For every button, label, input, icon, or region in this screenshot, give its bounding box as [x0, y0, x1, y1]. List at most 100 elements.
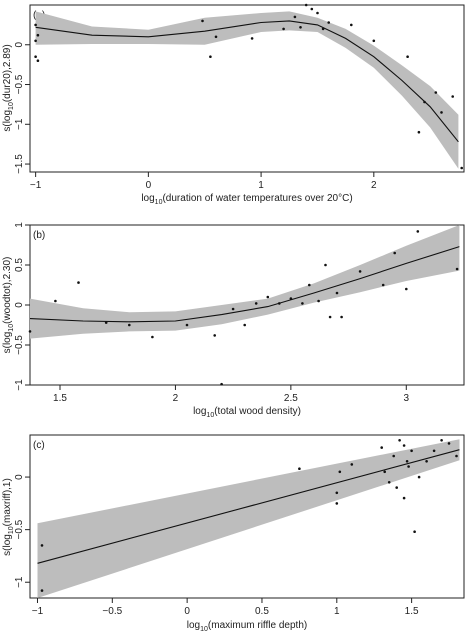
- panel-label: (b): [33, 230, 45, 241]
- data-point: [327, 21, 331, 24]
- y-tick-label: −0.5: [14, 335, 25, 355]
- data-point: [104, 321, 108, 324]
- data-point: [324, 263, 327, 267]
- data-point: [417, 130, 421, 134]
- data-point: [335, 491, 339, 495]
- data-point: [254, 302, 258, 305]
- data-point: [350, 23, 353, 27]
- data-point: [423, 100, 426, 104]
- data-point: [185, 323, 189, 327]
- y-tick-label: 0: [14, 302, 25, 308]
- data-point: [425, 460, 428, 463]
- data-point: [335, 502, 339, 505]
- panel-b: (b) 1.5 2 2.5 3 −1 −0.5 0 0.5 1 log10(total wood…: [2, 222, 465, 419]
- data-point: [407, 465, 410, 468]
- data-point: [405, 460, 409, 463]
- x-axis-label: log10(total wood density): [193, 406, 301, 419]
- data-point: [201, 19, 204, 23]
- data-point: [282, 27, 285, 31]
- data-point: [34, 23, 37, 27]
- fitted-line: [35, 20, 459, 143]
- x-tick-label: −0.5: [102, 606, 122, 617]
- x-tick-label: 0: [184, 606, 190, 617]
- x-tick-label: 1.5: [405, 606, 419, 617]
- data-point: [266, 295, 270, 299]
- x-tick-label: 0.5: [255, 606, 269, 617]
- data-point: [301, 302, 304, 305]
- data-point: [213, 334, 216, 337]
- data-point: [440, 111, 443, 114]
- data-point: [209, 55, 212, 58]
- data-point: [36, 33, 40, 37]
- data-point: [298, 467, 301, 471]
- data-point: [293, 15, 297, 19]
- y-tick-label: −0.5: [14, 74, 25, 94]
- data-point: [410, 449, 413, 453]
- data-point: [328, 315, 332, 319]
- fitted-line: [37, 449, 460, 564]
- data-point: [28, 330, 32, 333]
- y-axis-label: s(log10(dur20),2.89): [2, 44, 15, 131]
- data-point: [417, 475, 421, 479]
- data-point: [402, 496, 406, 500]
- data-point: [434, 91, 438, 94]
- data-point: [447, 442, 451, 445]
- data-point: [128, 323, 131, 327]
- x-tick-label: 1.5: [53, 393, 67, 404]
- data-point: [383, 470, 387, 474]
- confidence-band: [30, 225, 460, 339]
- confidence-band: [37, 439, 460, 598]
- data-point: [34, 55, 37, 58]
- y-axis-label: s(log10(maxriff),1): [2, 478, 15, 556]
- y-tick-label: −1.5: [14, 154, 25, 174]
- data-point: [321, 27, 325, 31]
- x-tick-label: 1: [334, 606, 340, 617]
- data-point: [40, 544, 44, 547]
- data-point: [455, 267, 459, 271]
- data-point: [317, 299, 320, 303]
- data-point: [381, 283, 385, 287]
- data-point: [358, 270, 362, 273]
- y-tick-label: 0: [14, 474, 25, 480]
- y-tick-label: −1: [14, 118, 25, 130]
- x-tick-label: 2.5: [284, 393, 298, 404]
- panel-c: (c) −1 −0.5 0 0.5 1 1.5 −1 −0.5 0 log10(maximum …: [2, 434, 465, 633]
- data-point: [340, 315, 343, 319]
- data-point: [220, 382, 223, 386]
- data-point: [299, 26, 302, 29]
- data-point: [440, 439, 443, 442]
- data-point: [350, 463, 354, 466]
- data-point: [392, 454, 396, 458]
- x-axis-label: log10(maximum riffle depth): [187, 620, 307, 633]
- data-point: [380, 446, 384, 449]
- data-point: [34, 39, 37, 43]
- x-tick-label: 2: [371, 180, 377, 191]
- data-point: [372, 39, 376, 43]
- plot-frame: [29, 434, 465, 599]
- x-tick-label: 0: [146, 180, 152, 191]
- data-point: [308, 283, 311, 287]
- x-axis-label: log10(duration of water temperatures ove…: [141, 193, 352, 206]
- data-point: [54, 299, 57, 303]
- y-tick-label: −1: [14, 379, 25, 391]
- data-point: [460, 166, 464, 170]
- data-point: [451, 95, 455, 98]
- data-point: [310, 7, 314, 11]
- data-point: [151, 335, 154, 339]
- data-point: [406, 55, 409, 58]
- data-point: [395, 486, 399, 489]
- data-point: [278, 302, 281, 305]
- data-point: [413, 530, 416, 533]
- confidence-band: [35, 11, 459, 169]
- data-point: [304, 3, 308, 7]
- y-tick-label: 0.5: [14, 258, 25, 272]
- y-tick-label: −0.5: [14, 519, 25, 539]
- data-point: [40, 589, 44, 592]
- data-point: [243, 323, 246, 327]
- x-tick-label: 1: [258, 180, 264, 191]
- data-point: [316, 11, 319, 15]
- plot-frame: [29, 4, 465, 173]
- data-point: [405, 287, 408, 291]
